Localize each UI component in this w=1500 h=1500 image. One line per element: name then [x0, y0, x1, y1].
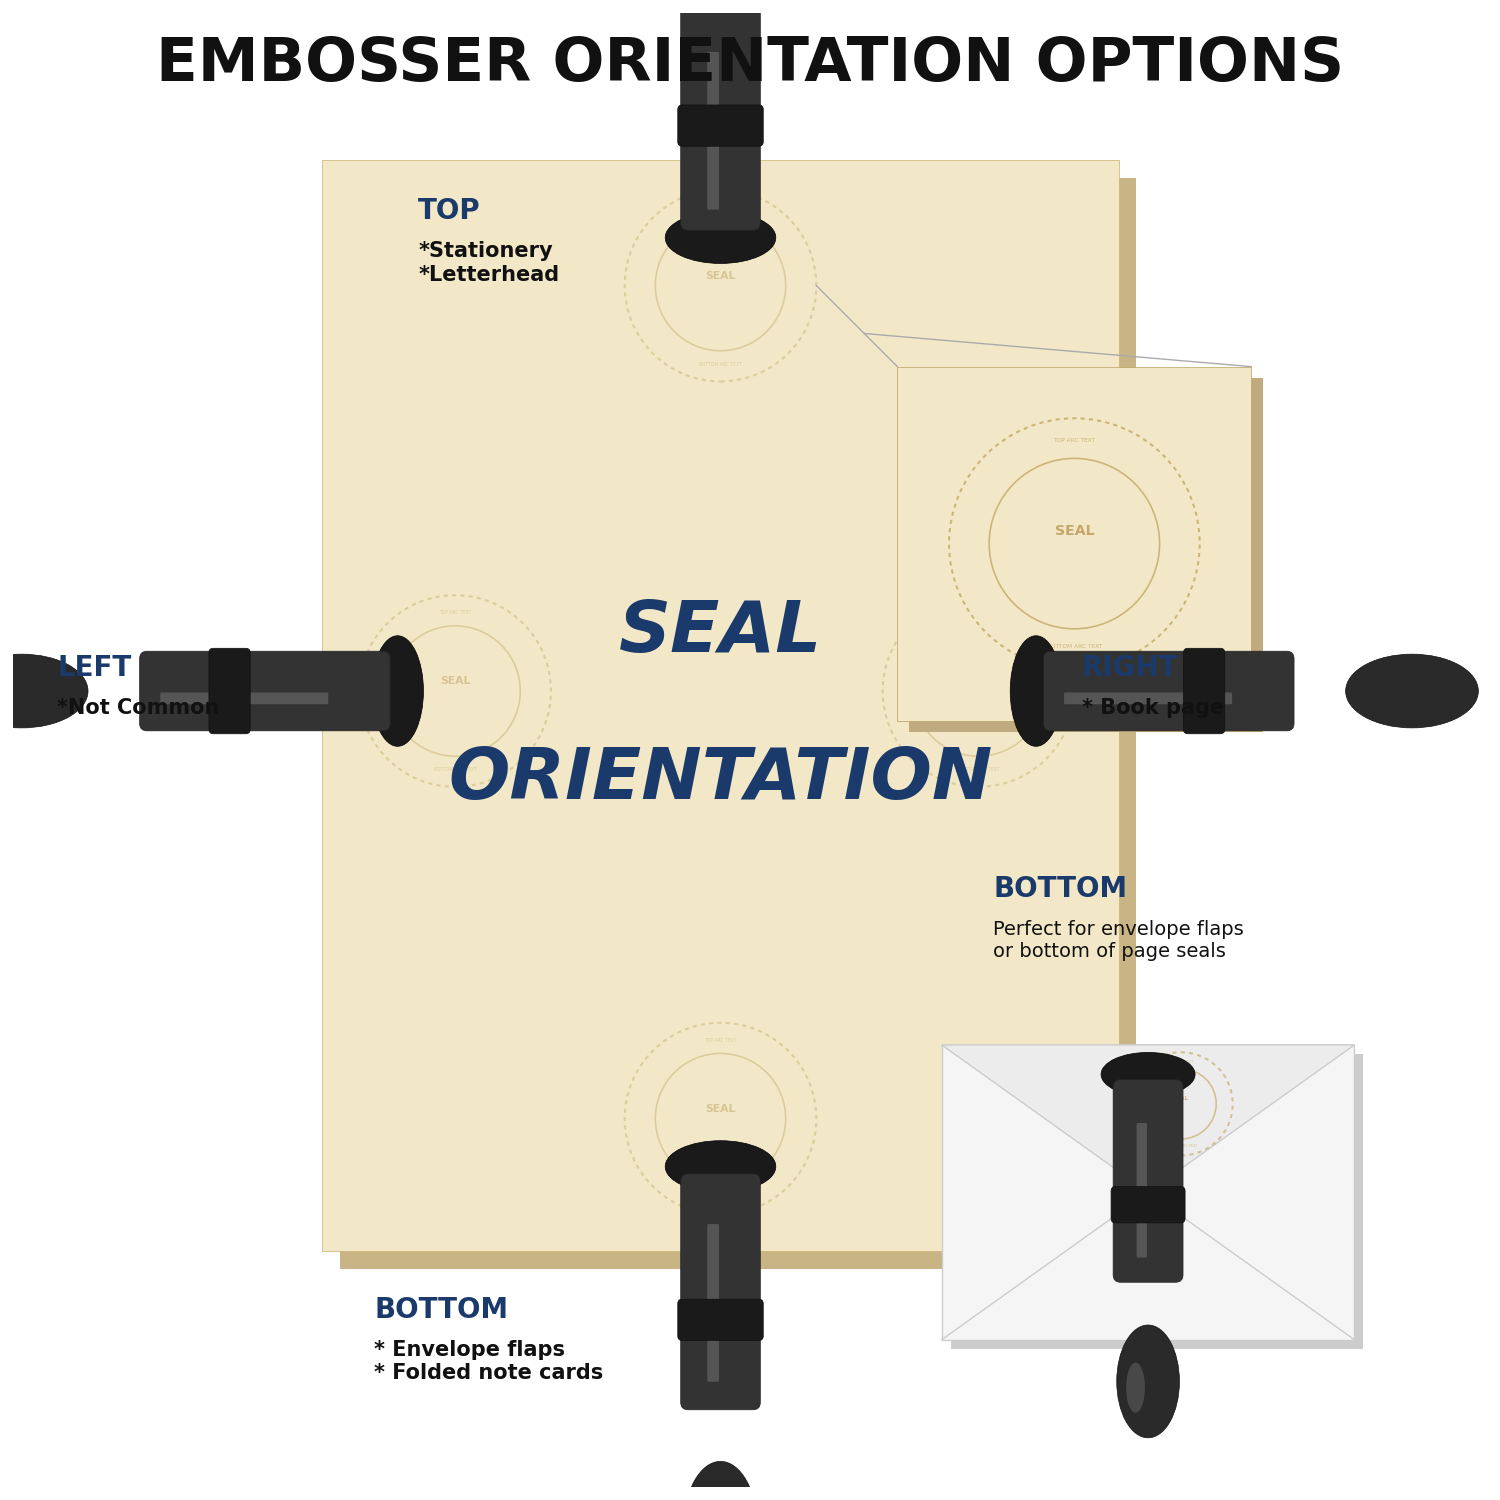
- Text: SEAL: SEAL: [1054, 524, 1094, 538]
- Text: * Envelope flaps
* Folded note cards: * Envelope flaps * Folded note cards: [374, 1340, 603, 1383]
- FancyBboxPatch shape: [1137, 1124, 1148, 1257]
- Text: SEAL: SEAL: [705, 272, 735, 280]
- FancyBboxPatch shape: [706, 53, 718, 210]
- Ellipse shape: [1346, 654, 1479, 728]
- Text: BOTTOM ARC TEXT: BOTTOM ARC TEXT: [1047, 644, 1102, 650]
- Text: BOTTOM: BOTTOM: [993, 876, 1128, 903]
- Text: LEFT: LEFT: [57, 654, 132, 682]
- Bar: [340, 178, 1137, 1269]
- FancyBboxPatch shape: [1064, 693, 1232, 705]
- Ellipse shape: [664, 1140, 776, 1192]
- Bar: [897, 366, 1251, 720]
- Ellipse shape: [1010, 636, 1062, 747]
- Text: RIGHT: RIGHT: [1082, 654, 1178, 682]
- FancyBboxPatch shape: [681, 1174, 760, 1410]
- Text: SEAL: SEAL: [620, 597, 822, 666]
- Text: SEAL: SEAL: [705, 1104, 735, 1114]
- Text: TOP ARC TEXT: TOP ARC TEXT: [963, 610, 994, 615]
- Text: BOTTOM ARC TEXT: BOTTOM ARC TEXT: [699, 1194, 742, 1200]
- FancyBboxPatch shape: [706, 1224, 718, 1382]
- Text: Perfect for envelope flaps
or bottom of page seals: Perfect for envelope flaps or bottom of …: [993, 920, 1244, 960]
- FancyBboxPatch shape: [1113, 1080, 1184, 1282]
- Text: TOP ARC TEXT: TOP ARC TEXT: [1053, 438, 1095, 444]
- FancyBboxPatch shape: [681, 0, 760, 231]
- Ellipse shape: [1118, 1324, 1179, 1438]
- Text: * Book page: * Book page: [1082, 699, 1224, 718]
- Ellipse shape: [1126, 1362, 1144, 1413]
- Text: BOTTOM ARC TEXT: BOTTOM ARC TEXT: [433, 766, 477, 772]
- Ellipse shape: [1101, 1053, 1196, 1096]
- Text: BOTTOM ARC TEXT: BOTTOM ARC TEXT: [957, 766, 1000, 772]
- Text: BOTTOM ARC TEXT: BOTTOM ARC TEXT: [1164, 1144, 1198, 1148]
- FancyBboxPatch shape: [1184, 648, 1224, 734]
- Text: ORIENTATION: ORIENTATION: [448, 746, 993, 814]
- Text: TOP: TOP: [419, 196, 482, 225]
- Ellipse shape: [684, 1461, 758, 1500]
- Text: BOTTOM: BOTTOM: [374, 1296, 508, 1323]
- FancyBboxPatch shape: [678, 105, 764, 146]
- Ellipse shape: [0, 654, 88, 728]
- Bar: [909, 378, 1263, 732]
- Text: TOP ARC TEXT: TOP ARC TEXT: [705, 1038, 736, 1042]
- Ellipse shape: [372, 636, 423, 747]
- FancyBboxPatch shape: [140, 651, 390, 730]
- Text: EMBOSSER ORIENTATION OPTIONS: EMBOSSER ORIENTATION OPTIONS: [156, 34, 1344, 94]
- Ellipse shape: [664, 211, 776, 264]
- Text: BOTTOM ARC TEXT: BOTTOM ARC TEXT: [699, 362, 742, 366]
- FancyBboxPatch shape: [678, 1299, 764, 1341]
- Bar: [951, 1053, 1364, 1348]
- Text: SEAL: SEAL: [963, 676, 993, 687]
- FancyBboxPatch shape: [160, 693, 328, 705]
- Bar: [942, 1046, 1354, 1340]
- Text: TOP ARC TEXT: TOP ARC TEXT: [705, 204, 736, 210]
- Text: SEAL: SEAL: [1173, 1096, 1190, 1101]
- Text: SEAL: SEAL: [440, 676, 471, 687]
- Text: *Not Common: *Not Common: [57, 699, 219, 718]
- Bar: [322, 160, 1119, 1251]
- Text: TOP ARC TEXT: TOP ARC TEXT: [440, 610, 471, 615]
- Text: *Stationery
*Letterhead: *Stationery *Letterhead: [419, 242, 560, 285]
- FancyBboxPatch shape: [1112, 1186, 1185, 1222]
- Text: TOP ARC TEXT: TOP ARC TEXT: [1168, 1059, 1194, 1064]
- FancyBboxPatch shape: [209, 648, 251, 734]
- Polygon shape: [942, 1046, 1354, 1193]
- FancyBboxPatch shape: [1044, 651, 1294, 730]
